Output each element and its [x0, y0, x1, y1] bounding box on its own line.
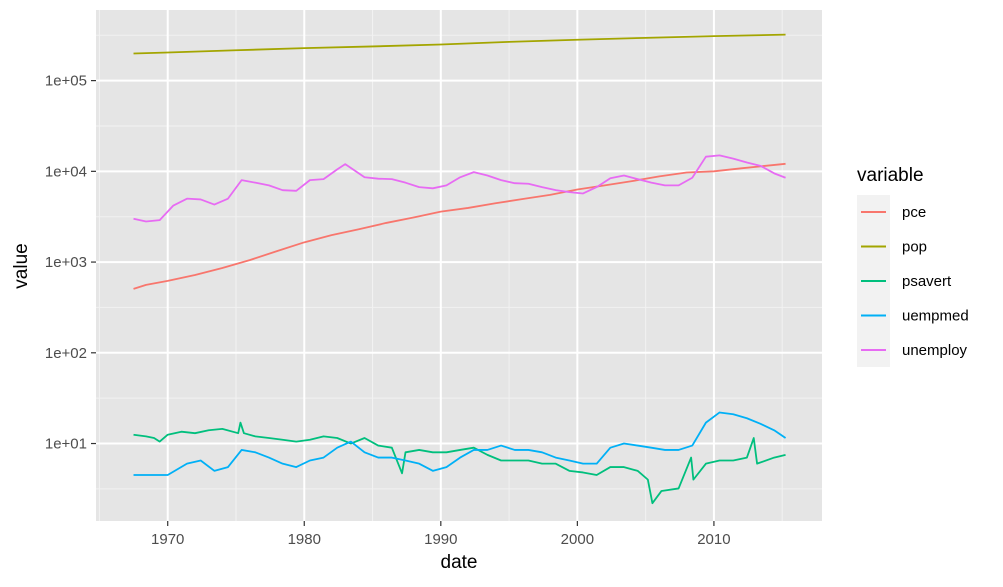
x-tick-label: 1980 [288, 531, 321, 548]
grid-major [96, 10, 822, 521]
legend-label-uempmed: uempmed [902, 308, 969, 325]
y-tick-label: 1e+04 [45, 163, 87, 180]
y-tick-label: 1e+01 [45, 436, 87, 453]
series-line-unemploy [133, 154, 786, 223]
y-axis: 1e+01 1e+02 1e+03 1e+04 1e+05 [45, 73, 96, 453]
legend-label-pce: pce [902, 204, 926, 221]
y-tick-label: 1e+02 [45, 345, 87, 362]
legend-items: pce pop psavert uempmed unemploy [861, 204, 969, 359]
series-layer [133, 33, 787, 505]
series-line-pop [133, 33, 786, 55]
x-tick-label: 2000 [561, 531, 594, 548]
legend-label-psavert: psavert [902, 273, 952, 290]
y-axis-title: value [11, 243, 32, 288]
legend-title: variable [857, 165, 924, 186]
legend: variable pce pop psavert uempmed unemploy [857, 165, 969, 367]
x-axis-title: date [441, 552, 478, 573]
legend-label-unemploy: unemploy [902, 342, 968, 359]
series-line-psavert [133, 421, 786, 505]
x-tick-label: 1970 [151, 531, 184, 548]
legend-label-pop: pop [902, 239, 927, 256]
y-tick-label: 1e+05 [45, 73, 87, 90]
plot-panel [96, 10, 822, 521]
y-tick-label: 1e+03 [45, 254, 87, 271]
series-line-uempmed [133, 411, 787, 476]
series-line-pce [133, 162, 786, 290]
grid-minor [96, 10, 822, 521]
x-axis: 1970 1980 1990 2000 2010 [151, 521, 731, 548]
x-tick-label: 2010 [697, 531, 730, 548]
x-tick-label: 1990 [424, 531, 457, 548]
